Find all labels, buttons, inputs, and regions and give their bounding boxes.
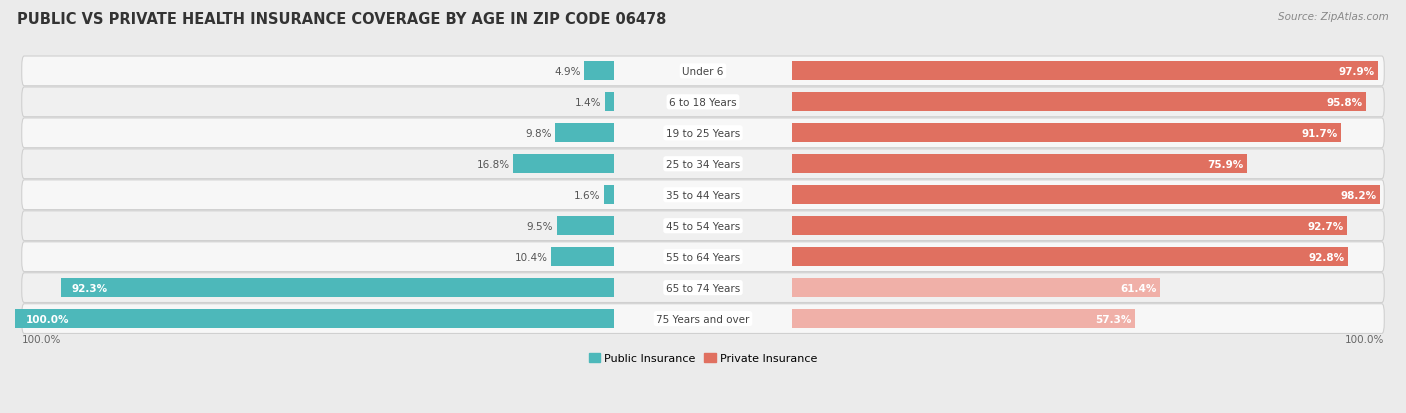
- Bar: [793, 124, 1341, 143]
- Bar: [793, 186, 1381, 205]
- Text: 35 to 44 Years: 35 to 44 Years: [666, 190, 740, 200]
- FancyBboxPatch shape: [21, 273, 1385, 303]
- Text: Under 6: Under 6: [682, 67, 724, 77]
- Bar: [555, 124, 613, 143]
- Bar: [793, 155, 1247, 174]
- Text: 97.9%: 97.9%: [1339, 67, 1375, 77]
- Text: 100.0%: 100.0%: [22, 334, 62, 344]
- Bar: [513, 155, 613, 174]
- Bar: [551, 247, 613, 267]
- FancyBboxPatch shape: [21, 180, 1385, 210]
- Text: 19 to 25 Years: 19 to 25 Years: [666, 128, 740, 138]
- Bar: [605, 186, 613, 205]
- FancyBboxPatch shape: [21, 304, 1385, 334]
- Text: 16.8%: 16.8%: [477, 159, 509, 169]
- Text: 55 to 64 Years: 55 to 64 Years: [666, 252, 740, 262]
- Text: 92.7%: 92.7%: [1308, 221, 1344, 231]
- FancyBboxPatch shape: [21, 211, 1385, 241]
- Text: 6 to 18 Years: 6 to 18 Years: [669, 97, 737, 108]
- Text: 9.8%: 9.8%: [524, 128, 551, 138]
- Text: PUBLIC VS PRIVATE HEALTH INSURANCE COVERAGE BY AGE IN ZIP CODE 06478: PUBLIC VS PRIVATE HEALTH INSURANCE COVER…: [17, 12, 666, 27]
- Bar: [585, 62, 613, 81]
- FancyBboxPatch shape: [21, 150, 1385, 179]
- Text: 98.2%: 98.2%: [1341, 190, 1376, 200]
- Bar: [793, 62, 1378, 81]
- Text: 91.7%: 91.7%: [1302, 128, 1339, 138]
- Text: 92.8%: 92.8%: [1309, 252, 1344, 262]
- Text: Source: ZipAtlas.com: Source: ZipAtlas.com: [1278, 12, 1389, 22]
- Text: 75.9%: 75.9%: [1208, 159, 1243, 169]
- FancyBboxPatch shape: [21, 88, 1385, 117]
- Bar: [15, 309, 613, 328]
- Text: 75 Years and over: 75 Years and over: [657, 314, 749, 324]
- FancyBboxPatch shape: [21, 119, 1385, 148]
- FancyBboxPatch shape: [21, 242, 1385, 272]
- Bar: [793, 309, 1136, 328]
- Text: 4.9%: 4.9%: [554, 67, 581, 77]
- Bar: [793, 278, 1160, 297]
- Bar: [793, 93, 1365, 112]
- Text: 65 to 74 Years: 65 to 74 Years: [666, 283, 740, 293]
- Text: 1.6%: 1.6%: [574, 190, 600, 200]
- Text: 95.8%: 95.8%: [1326, 97, 1362, 108]
- Text: 61.4%: 61.4%: [1121, 283, 1157, 293]
- Bar: [557, 216, 613, 236]
- Text: 10.4%: 10.4%: [515, 252, 548, 262]
- Text: 100.0%: 100.0%: [25, 314, 69, 324]
- Bar: [793, 247, 1348, 267]
- FancyBboxPatch shape: [21, 57, 1385, 87]
- Bar: [793, 216, 1347, 236]
- Text: 57.3%: 57.3%: [1095, 314, 1132, 324]
- Legend: Public Insurance, Private Insurance: Public Insurance, Private Insurance: [583, 349, 823, 368]
- Text: 92.3%: 92.3%: [72, 283, 107, 293]
- Text: 45 to 54 Years: 45 to 54 Years: [666, 221, 740, 231]
- Text: 100.0%: 100.0%: [1344, 334, 1384, 344]
- Text: 1.4%: 1.4%: [575, 97, 602, 108]
- Text: 25 to 34 Years: 25 to 34 Years: [666, 159, 740, 169]
- Bar: [605, 93, 613, 112]
- Text: 9.5%: 9.5%: [527, 221, 553, 231]
- Bar: [60, 278, 613, 297]
